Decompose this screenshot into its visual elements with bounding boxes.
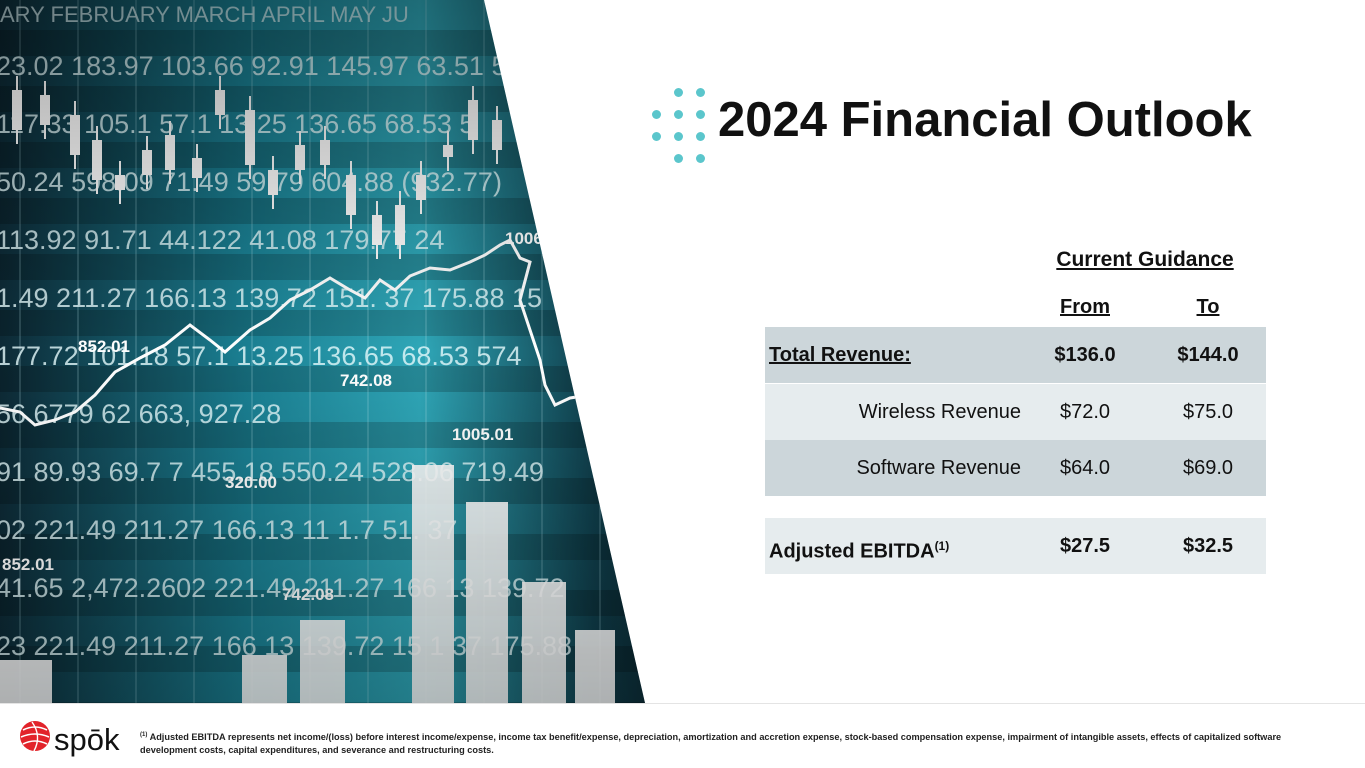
to-value: $144.0 (1177, 344, 1239, 366)
to-value: $69.0 (1182, 457, 1234, 479)
table-row-adjusted-ebitda: Adjusted EBITDA(1) $27.5 $32.5 (765, 518, 1266, 574)
table-row-software-revenue: Software Revenue $64.0 $69.0 (765, 440, 1266, 496)
accent-dot (674, 132, 683, 141)
row-label: Wireless Revenue (858, 401, 1021, 423)
footnote: (1) Adjusted EBITDA represents net incom… (140, 729, 1290, 757)
accent-dot (696, 132, 705, 141)
footnote-marker: (1) (140, 732, 148, 738)
footnote-marker: (1) (934, 539, 950, 553)
financial-ticker-image: ARY FEBRUARY MARCH APRIL MAY JU23.02 183… (0, 0, 645, 703)
footnote-text: Adjusted EBITDA represents net income/(l… (140, 732, 1282, 756)
accent-dot (652, 132, 661, 141)
from-value: $72.0 (1059, 401, 1111, 423)
table-row-total-revenue: Total Revenue: $136.0 $144.0 (765, 327, 1266, 383)
row-label: Software Revenue (856, 457, 1021, 479)
to-column-header: To (1196, 296, 1220, 318)
row-label: Adjusted EBITDA(1) (769, 539, 950, 563)
accent-dot (674, 110, 683, 119)
accent-dot (696, 88, 705, 97)
row-label: Total Revenue: (769, 344, 911, 366)
accent-dot (674, 88, 683, 97)
to-value: $32.5 (1182, 535, 1234, 557)
current-guidance-header: Current Guidance (1056, 248, 1234, 271)
table-row-wireless-revenue: Wireless Revenue $72.0 $75.0 (765, 384, 1266, 440)
to-value: $75.0 (1182, 401, 1234, 423)
from-value: $136.0 (1054, 344, 1116, 366)
accent-dot (696, 154, 705, 163)
from-value: $64.0 (1059, 457, 1111, 479)
spok-globe-icon (20, 721, 50, 752)
footer-divider (0, 703, 1365, 704)
spok-logo: spōk (20, 721, 120, 757)
accent-dot (674, 154, 683, 163)
page-title: 2024 Financial Outlook (718, 93, 1252, 147)
accent-dot (652, 110, 661, 119)
logo-text: spōk (54, 722, 120, 757)
from-value: $27.5 (1059, 535, 1111, 557)
accent-dot (696, 110, 705, 119)
from-column-header: From (1060, 296, 1110, 318)
